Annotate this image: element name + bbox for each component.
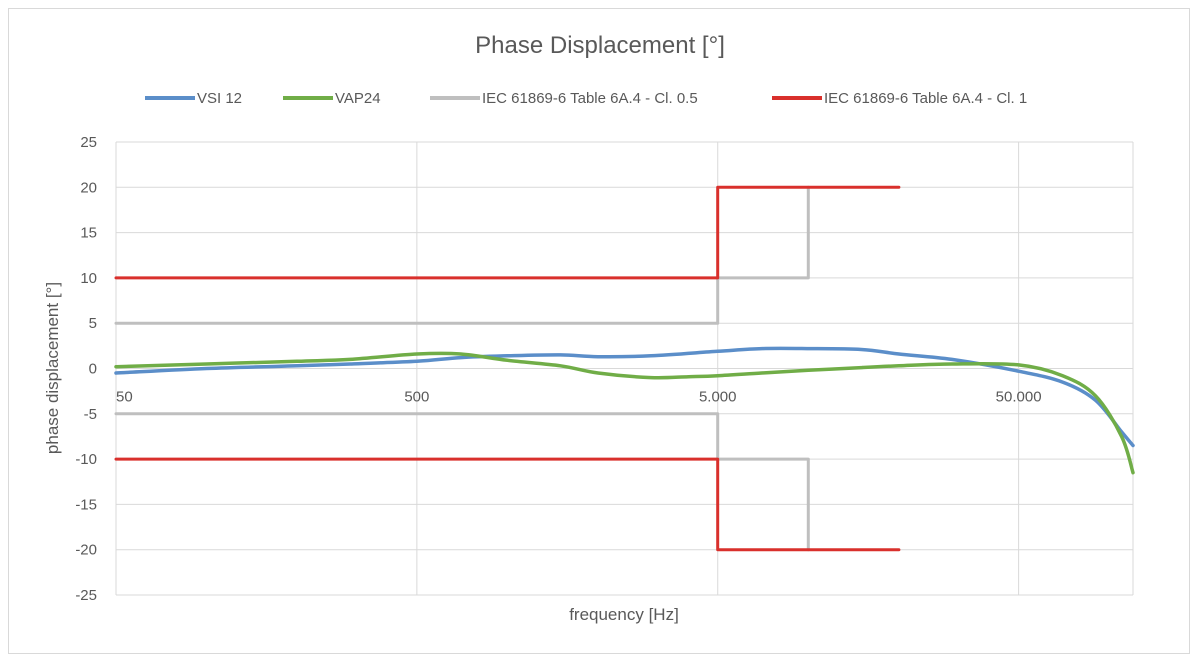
series-line-iec-61869-6-table-6a-4-cl-0-5 — [114, 185, 810, 325]
y-tick-label: -25 — [75, 587, 97, 604]
y-tick-label: 20 — [80, 179, 97, 196]
x-tick-label: 5.000 — [699, 389, 737, 406]
series-line-vsi-12 — [114, 346, 1135, 448]
y-tick-label: 0 — [89, 361, 97, 378]
y-tick-label: -15 — [75, 496, 97, 513]
y-tick-label: 10 — [80, 270, 97, 287]
chart-title: Phase Displacement [°] — [475, 32, 725, 59]
y-axis-ticks: 25 20 15 10 5 0 -5 -10 -15 -20 -25 — [75, 134, 97, 604]
x-tick-label: 50.000 — [996, 389, 1042, 406]
x-axis-ticks: 50 500 5.000 50.000 — [116, 389, 1042, 406]
series-line-iec-61869-6-table-6a-4-cl-0-5 — [114, 412, 810, 552]
x-tick-label: 500 — [404, 389, 429, 406]
y-tick-label: 25 — [80, 134, 97, 151]
legend: VSI 12 VAP24 IEC 61869-6 Table 6A.4 - Cl. … — [145, 90, 1027, 107]
series-layer — [114, 185, 1135, 552]
legend-label: VAP24 — [335, 90, 381, 107]
legend-label: IEC 61869-6 Table 6A.4 - Cl. 0.5 — [482, 90, 698, 107]
y-tick-label: -20 — [75, 542, 97, 559]
series-line-vap24 — [114, 351, 1135, 475]
y-axis-title: phase displacement [°] — [43, 282, 62, 454]
y-tick-label: 15 — [80, 225, 97, 242]
legend-label: VSI 12 — [197, 90, 242, 107]
y-tick-label: -10 — [75, 451, 97, 468]
series-line-iec-61869-6-table-6a-4-cl-1 — [114, 457, 901, 552]
legend-label: IEC 61869-6 Table 6A.4 - Cl. 1 — [824, 90, 1027, 107]
x-tick-label: 50 — [116, 389, 133, 406]
y-tick-label: -5 — [84, 406, 97, 423]
x-axis-title: frequency [Hz] — [569, 605, 679, 624]
y-tick-label: 5 — [89, 315, 97, 332]
series-line-iec-61869-6-table-6a-4-cl-1 — [114, 185, 901, 280]
chart-frame — [8, 8, 1190, 654]
gridlines — [115, 141, 1134, 596]
